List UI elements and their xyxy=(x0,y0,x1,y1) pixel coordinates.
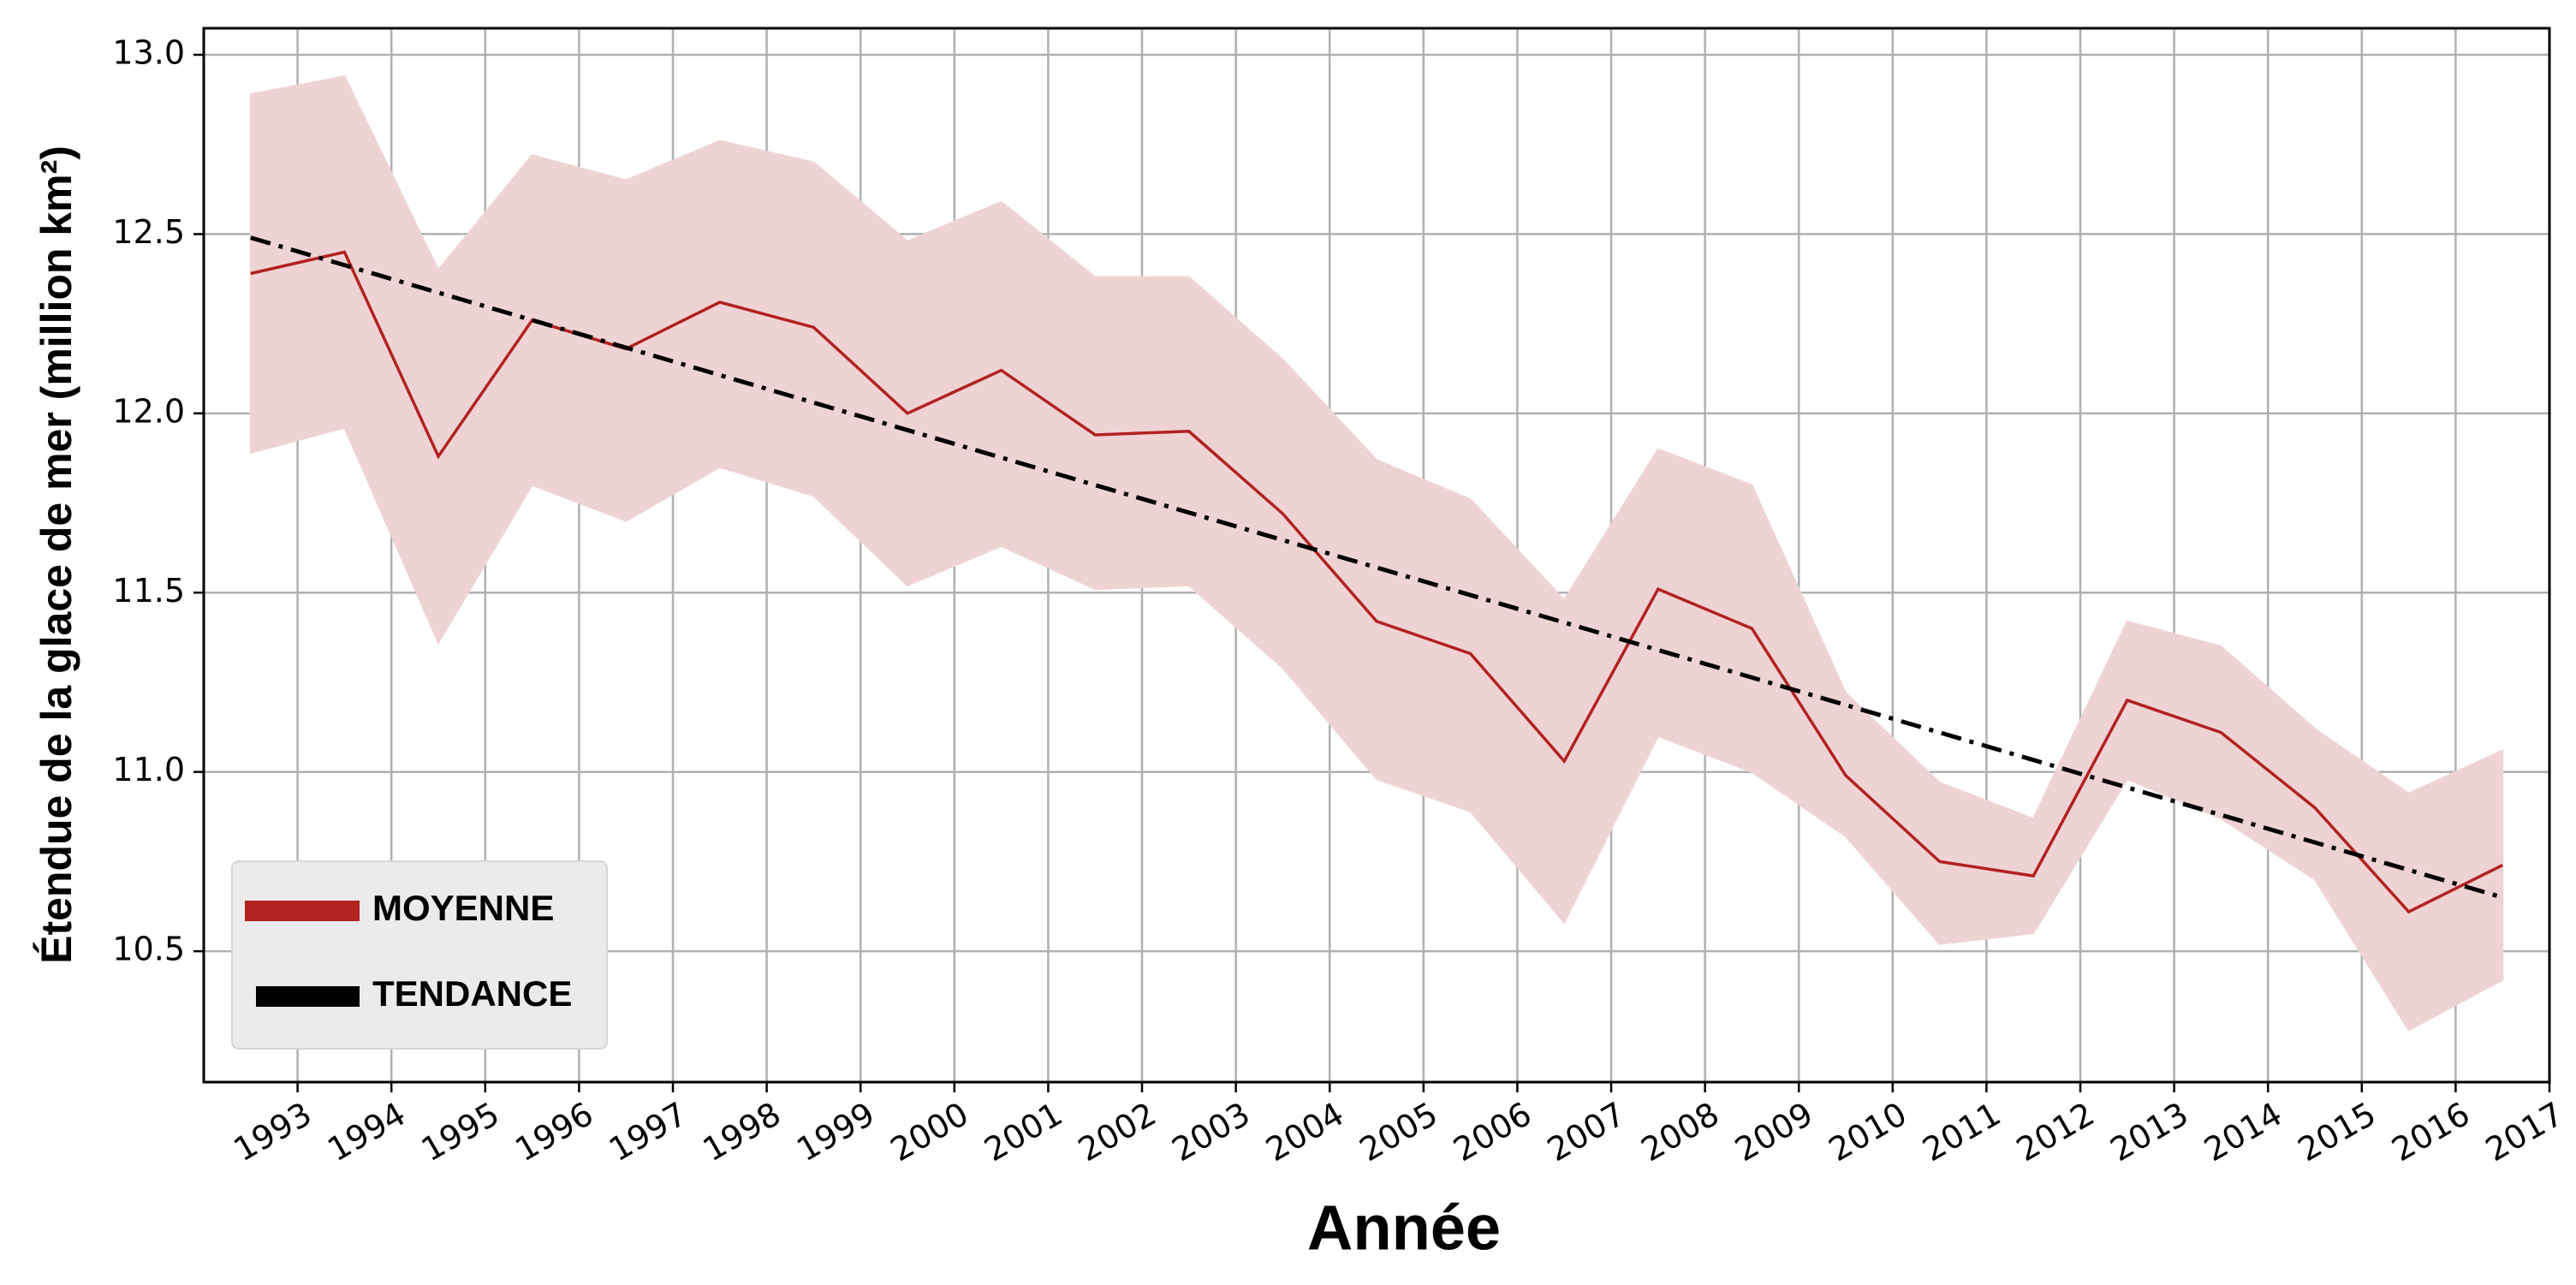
x-tick-label: 1999 xyxy=(790,1095,881,1169)
x-tick-label: 2004 xyxy=(1259,1095,1350,1169)
y-axis-label: Étendue de la glace de mer (million km²) xyxy=(33,146,80,964)
x-tick-label: 2014 xyxy=(2198,1095,2288,1169)
x-tick-label: 2005 xyxy=(1353,1095,1444,1169)
x-tick-label: 2001 xyxy=(978,1095,1068,1169)
x-tick-label: 2008 xyxy=(1635,1095,1726,1169)
x-tick-label: 2009 xyxy=(1728,1095,1819,1169)
x-tick-label: 2006 xyxy=(1447,1095,1538,1169)
x-tick-label: 1997 xyxy=(603,1095,693,1169)
x-tick-label: 2013 xyxy=(2104,1095,2195,1169)
y-tick-label: 13.0 xyxy=(112,33,185,71)
y-tick-label: 12.5 xyxy=(112,213,185,251)
y-tick-label: 11.0 xyxy=(112,751,185,788)
y-tick-label: 11.5 xyxy=(112,572,185,610)
x-tick-label: 2011 xyxy=(1916,1095,2007,1169)
x-tick-label: 1998 xyxy=(697,1095,788,1169)
error-band xyxy=(249,74,2504,1032)
legend-label: MOYENNE xyxy=(372,888,554,928)
x-tick-label: 2016 xyxy=(2385,1095,2476,1169)
y-tick-label: 10.5 xyxy=(112,931,185,968)
x-tick-label: 2015 xyxy=(2292,1095,2383,1169)
x-tick-label: 2012 xyxy=(2010,1095,2101,1169)
x-tick-label: 2007 xyxy=(1541,1095,1632,1169)
x-tick-label: 2000 xyxy=(884,1095,975,1169)
x-tick-label: 2002 xyxy=(1072,1095,1163,1169)
x-tick-label: 1996 xyxy=(509,1095,599,1169)
series-line xyxy=(250,235,2503,900)
x-tick-label: 2010 xyxy=(1823,1095,1913,1169)
x-axis-label: Année xyxy=(1307,1193,1501,1264)
x-tick-label: 1995 xyxy=(415,1095,506,1169)
legend-label: TENDANCE xyxy=(372,973,572,1014)
y-tick-label: 12.0 xyxy=(112,392,185,430)
x-tick-label: 2003 xyxy=(1166,1095,1257,1169)
x-tick-label: 2017 xyxy=(2479,1095,2570,1169)
legend: MOYENNE TENDANCE xyxy=(231,860,608,1050)
x-tick-label: 1993 xyxy=(228,1095,318,1169)
x-tick-label: 1994 xyxy=(321,1095,412,1169)
plot-frame xyxy=(202,27,2551,1084)
